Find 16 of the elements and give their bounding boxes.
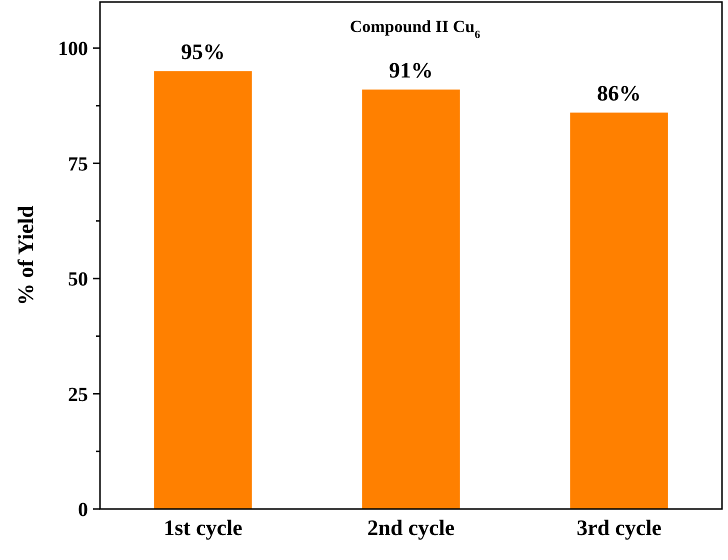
- y-tick-label: 100: [58, 38, 88, 60]
- y-tick-label: 0: [78, 499, 88, 521]
- x-tick-label: 2nd cycle: [367, 515, 455, 540]
- x-tick-label: 3rd cycle: [576, 515, 662, 540]
- data-label: 95%: [180, 39, 225, 64]
- bar: [154, 71, 252, 509]
- x-tick-label: 1st cycle: [164, 515, 243, 540]
- y-tick-label: 75: [68, 153, 88, 176]
- y-tick-label: 50: [68, 268, 88, 291]
- y-axis-title: % of Yield: [13, 206, 38, 306]
- y-tick-label: 25: [68, 384, 88, 406]
- data-label: 86%: [597, 80, 642, 106]
- bar: [570, 112, 668, 509]
- data-label: 91%: [389, 58, 433, 83]
- bar: [362, 90, 460, 509]
- text: Compound II Cu$_{6}$: [350, 17, 481, 41]
